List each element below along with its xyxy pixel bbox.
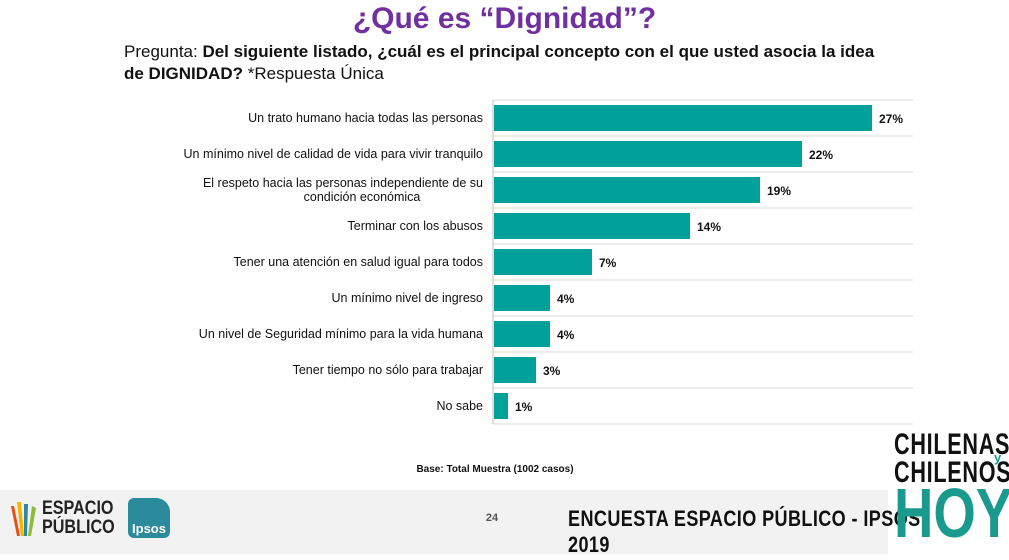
category-label: Un mínimo nivel de calidad de vida para … [184, 147, 484, 161]
bar [494, 249, 592, 275]
publico-text: PÚBLICO [42, 517, 115, 538]
data-label: 7% [599, 256, 617, 270]
brand-y: y [994, 450, 1002, 465]
category-label: Un nivel de Seguridad mínimo para la vid… [199, 327, 483, 341]
bar [494, 213, 690, 239]
data-label: 14% [697, 220, 721, 234]
data-label: 3% [543, 364, 561, 378]
bar-chart: 27% Un trato humano hacia todas las perso… [184, 99, 913, 425]
survey-name: ENCUESTA ESPACIO PÚBLICO - IPSOS 2019 [568, 506, 921, 557]
question-bold: Del siguiente listado, ¿cuál es el princ… [124, 42, 875, 83]
category-label: Tener tiempo no sólo para trabajar [293, 363, 483, 377]
category-label: Tener una atención en salud igual para t… [234, 255, 484, 269]
bar [494, 321, 550, 347]
category-label: Un trato humano hacia todas las personas [248, 111, 483, 125]
data-label: 22% [809, 148, 833, 162]
brand-hoy: HOY [894, 474, 1009, 552]
question-prefix: Pregunta: [124, 42, 203, 61]
brand-line-2: CHILENOS [894, 456, 1009, 489]
data-label: 27% [879, 112, 903, 126]
bar [494, 141, 802, 167]
category-label: El respeto hacia las personas independie… [203, 176, 483, 204]
chilenos-hoy-logo: CHILENAS y CHILENOS HOY [894, 428, 1009, 552]
espacio-text: ESPACIO [42, 498, 114, 519]
question-suffix: *Respuesta Única [243, 64, 384, 83]
page-number: 24 [485, 512, 499, 524]
base-note: Base: Total Muestra (1002 casos) [416, 464, 574, 475]
bar [494, 357, 536, 383]
espacio-publico-logo: ESPACIO PÚBLICO [8, 498, 120, 542]
ipsos-logo: Ipsos [128, 498, 170, 538]
bar [494, 105, 872, 131]
category-label: No sabe [436, 399, 483, 413]
bar [494, 285, 550, 311]
category-label: Terminar con los abusos [348, 219, 483, 233]
brand-line-1: CHILENAS [894, 428, 1009, 461]
data-label: 4% [557, 292, 575, 306]
data-label: 19% [767, 184, 791, 198]
question-text: Pregunta: Del siguiente listado, ¿cuál e… [124, 41, 884, 85]
category-label: Un mínimo nivel de ingreso [332, 291, 484, 305]
page-title: ¿Qué es “Dignidad”? [352, 2, 657, 35]
data-label: 4% [557, 328, 575, 342]
bar [494, 393, 508, 419]
espacio-publico-mark-icon [11, 502, 36, 536]
bar [494, 177, 760, 203]
data-label: 1% [515, 400, 533, 414]
